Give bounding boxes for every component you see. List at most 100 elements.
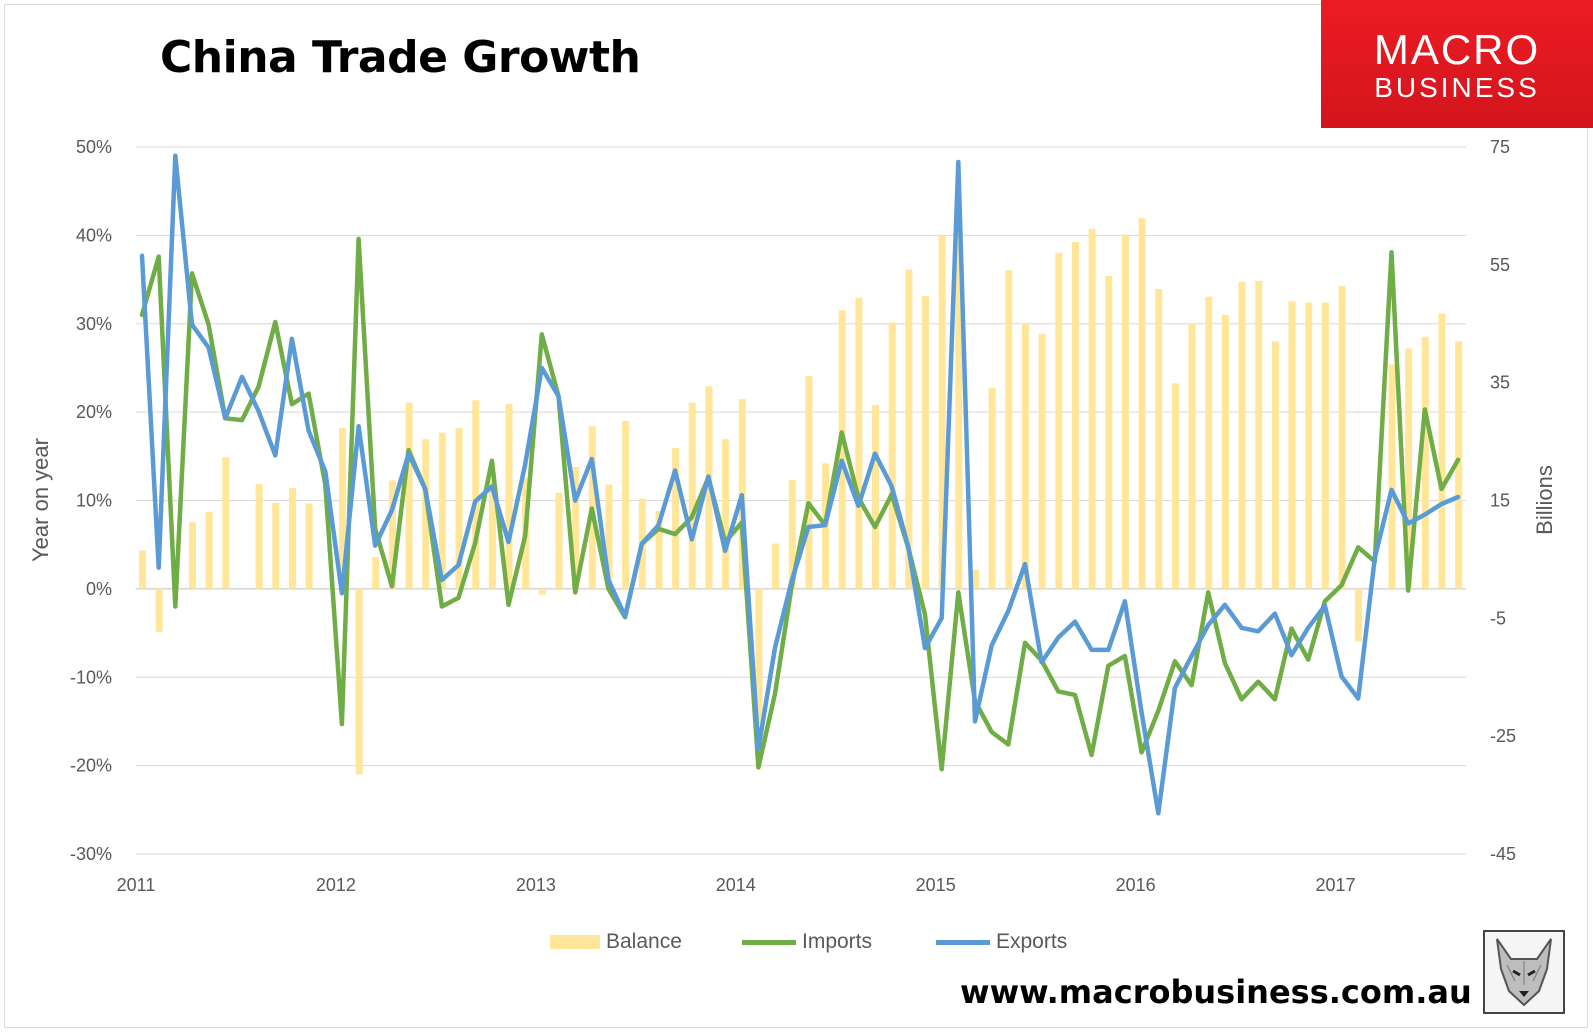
balance-bar	[438, 432, 446, 589]
y-left-tick-label: -10%	[70, 667, 112, 687]
balance-bar	[1305, 302, 1313, 589]
balance-bar	[405, 402, 413, 589]
balance-bar	[388, 480, 396, 589]
y-left-tick-label: -20%	[70, 756, 112, 776]
y-right-tick-label: 15	[1490, 491, 1510, 511]
y-left-tick-label: 10%	[76, 491, 112, 511]
x-tick-label: 2011	[117, 875, 156, 895]
balance-bar	[422, 439, 430, 589]
balance-bar	[1288, 301, 1296, 589]
balance-bar	[955, 229, 963, 589]
y-left-tick-label: -30%	[70, 844, 112, 864]
balance-bar	[605, 484, 613, 589]
balance-bar	[922, 296, 930, 589]
balance-bar	[1038, 333, 1046, 589]
legend-item-exports: Exports	[936, 930, 1067, 954]
legend-swatch-exports	[936, 939, 990, 945]
legend-label-imports: Imports	[802, 930, 873, 953]
balance-bar	[139, 550, 146, 589]
balance-bar	[1388, 364, 1396, 589]
balance-bar	[288, 488, 296, 589]
balance-bar	[472, 400, 480, 589]
y-right-tick-label: -45	[1490, 844, 1516, 864]
balance-bar	[255, 484, 263, 589]
legend-label-exports: Exports	[996, 930, 1068, 953]
balance-bar	[1071, 241, 1079, 589]
y-right-tick-label: 55	[1490, 255, 1510, 275]
balance-bar	[1155, 288, 1163, 589]
balance-bar	[655, 511, 663, 589]
balance-bar	[1088, 228, 1096, 589]
chart-title: China Trade Growth	[160, 32, 641, 83]
balance-bar	[1105, 276, 1113, 589]
balance-bar	[855, 297, 863, 589]
wolf-head-icon	[1483, 930, 1565, 1014]
balance-bar	[888, 322, 896, 589]
balance-bar	[988, 387, 996, 589]
y-right-tick-label: -5	[1490, 608, 1506, 628]
balance-bar	[838, 310, 846, 589]
balance-bar	[372, 557, 380, 589]
balance-bar	[1438, 313, 1446, 589]
balance-bar	[1338, 286, 1346, 589]
y-left-tick-label: 30%	[76, 314, 112, 334]
balance-bar	[688, 402, 696, 589]
balance-bar	[205, 511, 213, 589]
chart-frame	[4, 4, 1588, 1028]
balance-bar	[355, 588, 363, 775]
legend-label-balance: Balance	[606, 930, 682, 953]
balance-bar	[572, 466, 580, 589]
balance-bar	[505, 403, 513, 589]
legend-swatch-balance	[550, 935, 600, 950]
imports-line	[139, 236, 1461, 772]
balance-bar	[538, 588, 546, 595]
balance-bar	[805, 376, 813, 589]
y-right-axis-title: Billions	[1532, 465, 1557, 535]
balance-bar	[1205, 296, 1213, 589]
balance-bar	[1355, 588, 1363, 642]
balance-bar	[1405, 348, 1413, 589]
balance-bar	[1138, 218, 1146, 589]
balance-bar	[1055, 253, 1063, 589]
balance-bar	[222, 457, 230, 589]
balance-bar	[1121, 234, 1129, 589]
balance-bar	[488, 472, 496, 589]
x-tick-label: 2016	[1116, 875, 1156, 895]
balance-bar	[772, 543, 780, 589]
y-left-tick-label: 0%	[86, 579, 112, 599]
balance-bar	[1321, 302, 1329, 589]
legend-swatch-imports	[742, 939, 796, 945]
balance-bar	[1238, 281, 1246, 589]
macrobusiness-logo: MACRO BUSINESS	[1321, 0, 1593, 128]
balance-bar	[1421, 336, 1429, 589]
balance-bar	[872, 405, 880, 589]
y-right-tick-label: -25	[1490, 726, 1516, 746]
balance-bar	[1455, 341, 1463, 589]
balance-bar	[672, 448, 680, 589]
balance-bar	[188, 522, 196, 589]
balance-bar	[1188, 323, 1196, 589]
x-tick-label: 2013	[516, 875, 556, 895]
logo-line-2: BUSINESS	[1374, 72, 1540, 103]
y-right-tick-label: 35	[1490, 373, 1510, 393]
y-left-tick-label: 50%	[76, 137, 112, 157]
balance-bar	[305, 503, 313, 589]
balance-bar	[1171, 383, 1179, 589]
balance-bar	[555, 492, 563, 589]
y-left-tick-label: 20%	[76, 402, 112, 422]
x-tick-label: 2014	[716, 875, 756, 895]
balance-bar	[1271, 341, 1279, 589]
x-tick-label: 2015	[916, 875, 956, 895]
balance-bar	[622, 420, 630, 589]
balance-bar	[272, 502, 280, 589]
wolf-head-drawing	[1496, 938, 1552, 1007]
balance-bar	[1255, 280, 1263, 589]
balance-bar	[722, 439, 730, 589]
balance-bar	[455, 428, 463, 589]
balance-bar	[155, 588, 163, 632]
balance-bar	[338, 428, 346, 589]
legend-item-imports: Imports	[742, 930, 872, 954]
balance-bar	[905, 269, 913, 589]
exports-line	[139, 153, 1461, 816]
balance-bar	[1021, 323, 1029, 589]
